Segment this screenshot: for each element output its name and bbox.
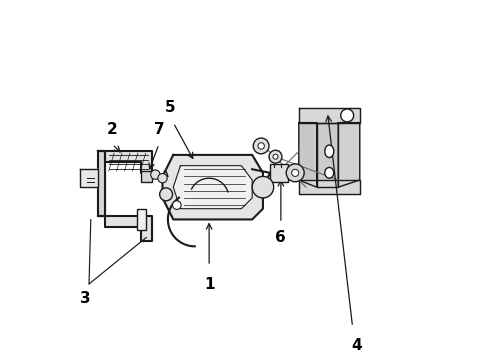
Polygon shape bbox=[98, 151, 105, 216]
Polygon shape bbox=[80, 169, 98, 187]
Circle shape bbox=[269, 150, 282, 163]
Polygon shape bbox=[163, 155, 263, 220]
Polygon shape bbox=[299, 180, 360, 194]
Circle shape bbox=[253, 138, 269, 154]
FancyBboxPatch shape bbox=[270, 164, 288, 182]
Circle shape bbox=[151, 170, 160, 179]
Circle shape bbox=[172, 201, 181, 210]
Circle shape bbox=[273, 154, 278, 159]
Circle shape bbox=[252, 176, 274, 198]
Text: 3: 3 bbox=[80, 291, 91, 306]
Text: 2: 2 bbox=[107, 122, 118, 137]
FancyBboxPatch shape bbox=[137, 209, 147, 230]
Text: 5: 5 bbox=[164, 100, 175, 116]
Circle shape bbox=[258, 143, 265, 149]
Ellipse shape bbox=[325, 167, 334, 178]
Polygon shape bbox=[299, 108, 360, 123]
Text: 4: 4 bbox=[351, 338, 362, 353]
Circle shape bbox=[341, 109, 354, 122]
Polygon shape bbox=[98, 151, 152, 173]
Polygon shape bbox=[173, 166, 252, 209]
Polygon shape bbox=[299, 123, 317, 187]
Circle shape bbox=[292, 169, 299, 176]
Circle shape bbox=[160, 188, 172, 201]
Circle shape bbox=[286, 164, 304, 182]
Polygon shape bbox=[338, 123, 360, 187]
Text: 7: 7 bbox=[154, 122, 164, 137]
Text: 1: 1 bbox=[204, 277, 215, 292]
Polygon shape bbox=[98, 216, 152, 241]
Polygon shape bbox=[317, 123, 338, 187]
Text: 6: 6 bbox=[275, 230, 286, 245]
Circle shape bbox=[158, 174, 167, 183]
FancyBboxPatch shape bbox=[141, 171, 152, 182]
Ellipse shape bbox=[325, 145, 334, 158]
